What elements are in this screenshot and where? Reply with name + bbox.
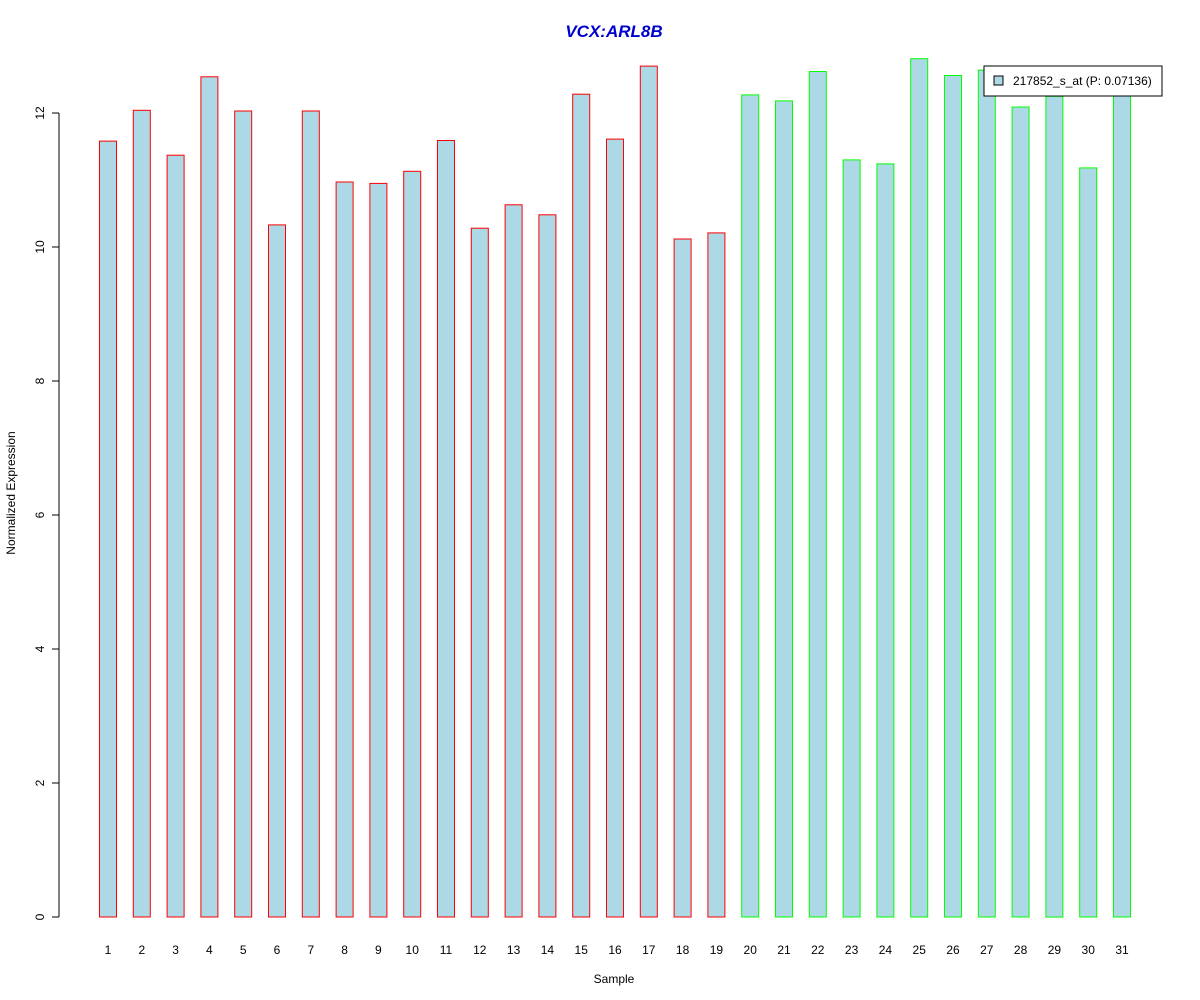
bar-sample-20 [741,94,760,918]
x-tick-label-26: 26 [946,943,960,957]
x-tick-label-12: 12 [473,943,487,957]
bar-sample-31 [1113,87,1131,918]
x-tick-label-4: 4 [206,943,213,957]
y-tick-label-2: 2 [33,779,47,786]
bar-sample-23 [842,159,861,918]
bar-sample-30 [1079,167,1098,918]
bar-sample-27 [977,69,996,918]
bar-sample-4 [200,76,219,918]
y-tick-label-0: 0 [33,913,47,920]
bar-sample-11 [437,140,455,918]
bar-sample-3 [166,154,185,918]
bar-sample-24 [876,163,895,918]
bar-sample-9 [369,182,388,918]
bar-sample-8 [335,181,354,918]
x-tick-label-21: 21 [777,943,791,957]
x-tick-label-10: 10 [406,943,420,957]
x-tick-label-7: 7 [307,943,314,957]
x-tick-label-3: 3 [172,943,179,957]
bar-sample-17 [639,65,658,918]
x-tick-label-27: 27 [980,943,994,957]
x-tick-label-25: 25 [913,943,927,957]
y-tick-label-8: 8 [33,377,47,384]
bar-sample-18 [673,238,692,918]
x-tick-label-24: 24 [879,943,893,957]
x-tick-label-16: 16 [608,943,622,957]
legend-label: 217852_s_at (P: 0.07136) [1013,74,1152,88]
bar-sample-14 [538,214,557,918]
y-axis: 0 2 4 6 8 10 12 [33,106,60,920]
x-axis-label: Sample [594,972,635,986]
x-tick-label-23: 23 [845,943,859,957]
bar-sample-26 [944,75,962,918]
bar-sample-7 [301,110,320,918]
bar-sample-10 [403,170,422,918]
bar-sample-22 [808,71,827,918]
bar-sample-25 [910,58,929,918]
x-tick-label-11: 11 [440,943,453,957]
bar-sample-21 [775,100,793,918]
x-tick-labels: 1 2 3 4 5 6 7 8 9 10 11 12 13 14 15 16 17 18 19 20 21 22 23 24 2… [105,943,1129,957]
y-tick-label-12: 12 [33,106,47,120]
bar-sample-19 [707,232,726,918]
bar-sample-28 [1011,106,1030,918]
chart-title: VCX:ARL8B [565,22,662,41]
x-tick-label-17: 17 [642,943,656,957]
x-tick-label-13: 13 [507,943,521,957]
x-tick-label-18: 18 [676,943,690,957]
x-tick-label-6: 6 [274,943,281,957]
x-tick-label-8: 8 [341,943,348,957]
bar-sample-16 [606,138,624,918]
x-tick-label-31: 31 [1115,943,1129,957]
y-tick-label-10: 10 [33,240,47,254]
bar-sample-12 [470,227,489,918]
bar-sample-1 [99,140,117,918]
x-tick-label-14: 14 [541,943,555,957]
y-axis-label: Normalized Expression [4,431,18,554]
x-tick-label-29: 29 [1048,943,1062,957]
x-tick-label-19: 19 [710,943,724,957]
legend: 217852_s_at (P: 0.07136) [983,65,1163,97]
y-tick-label-4: 4 [33,645,47,652]
bars-group [99,58,1131,918]
x-tick-label-1: 1 [105,943,112,957]
y-tick-label-6: 6 [33,511,47,518]
bar-sample-29 [1045,95,1064,918]
x-tick-label-5: 5 [240,943,247,957]
bar-sample-13 [504,204,523,918]
x-tick-label-20: 20 [744,943,758,957]
bar-sample-2 [132,109,151,918]
x-tick-label-30: 30 [1082,943,1096,957]
bar-sample-15 [572,93,591,918]
legend-box [983,65,1163,97]
x-tick-label-28: 28 [1014,943,1028,957]
x-tick-label-9: 9 [375,943,382,957]
bar-sample-5 [234,110,253,918]
x-tick-label-2: 2 [138,943,145,957]
bar-sample-6 [268,224,286,918]
x-tick-label-22: 22 [811,943,825,957]
x-tick-label-15: 15 [575,943,589,957]
legend-swatch [993,75,1004,86]
